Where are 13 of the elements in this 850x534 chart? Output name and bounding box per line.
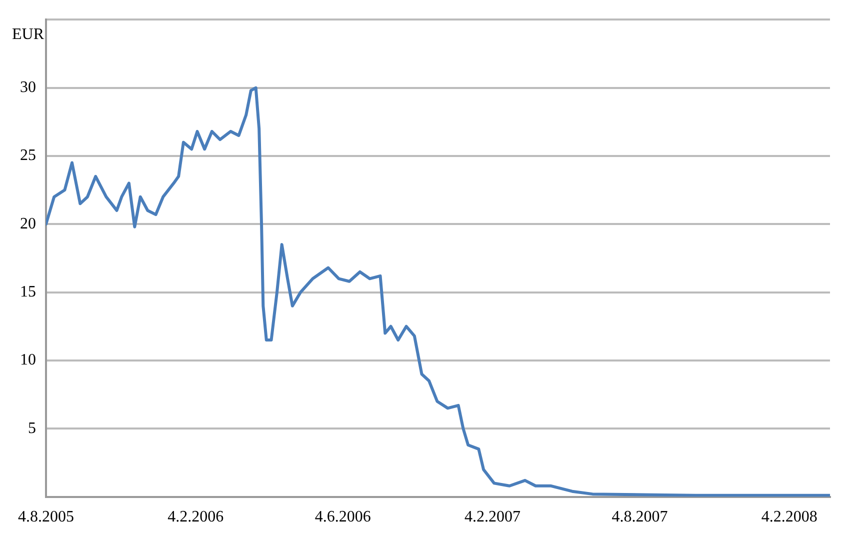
- y-tick-label: 5: [28, 420, 36, 437]
- x-tick-label: 4.6.2006: [314, 508, 371, 526]
- y-tick-label: 20: [20, 215, 36, 232]
- y-tick-label: 30: [20, 78, 36, 96]
- y-tick-label: 15: [20, 283, 36, 300]
- y-tick-label: 10: [20, 352, 36, 369]
- x-tick-label: 4.2.2007: [464, 508, 520, 526]
- x-tick-label: 4.8.2007: [612, 508, 668, 526]
- x-tick-label: 4.8.2005: [18, 508, 74, 526]
- y-tick-label: 25: [20, 147, 36, 164]
- x-tick-label: 4.2.2008: [761, 508, 818, 526]
- x-tick-label: 4.2.2006: [168, 508, 224, 526]
- y-axis-title: EUR: [12, 26, 44, 43]
